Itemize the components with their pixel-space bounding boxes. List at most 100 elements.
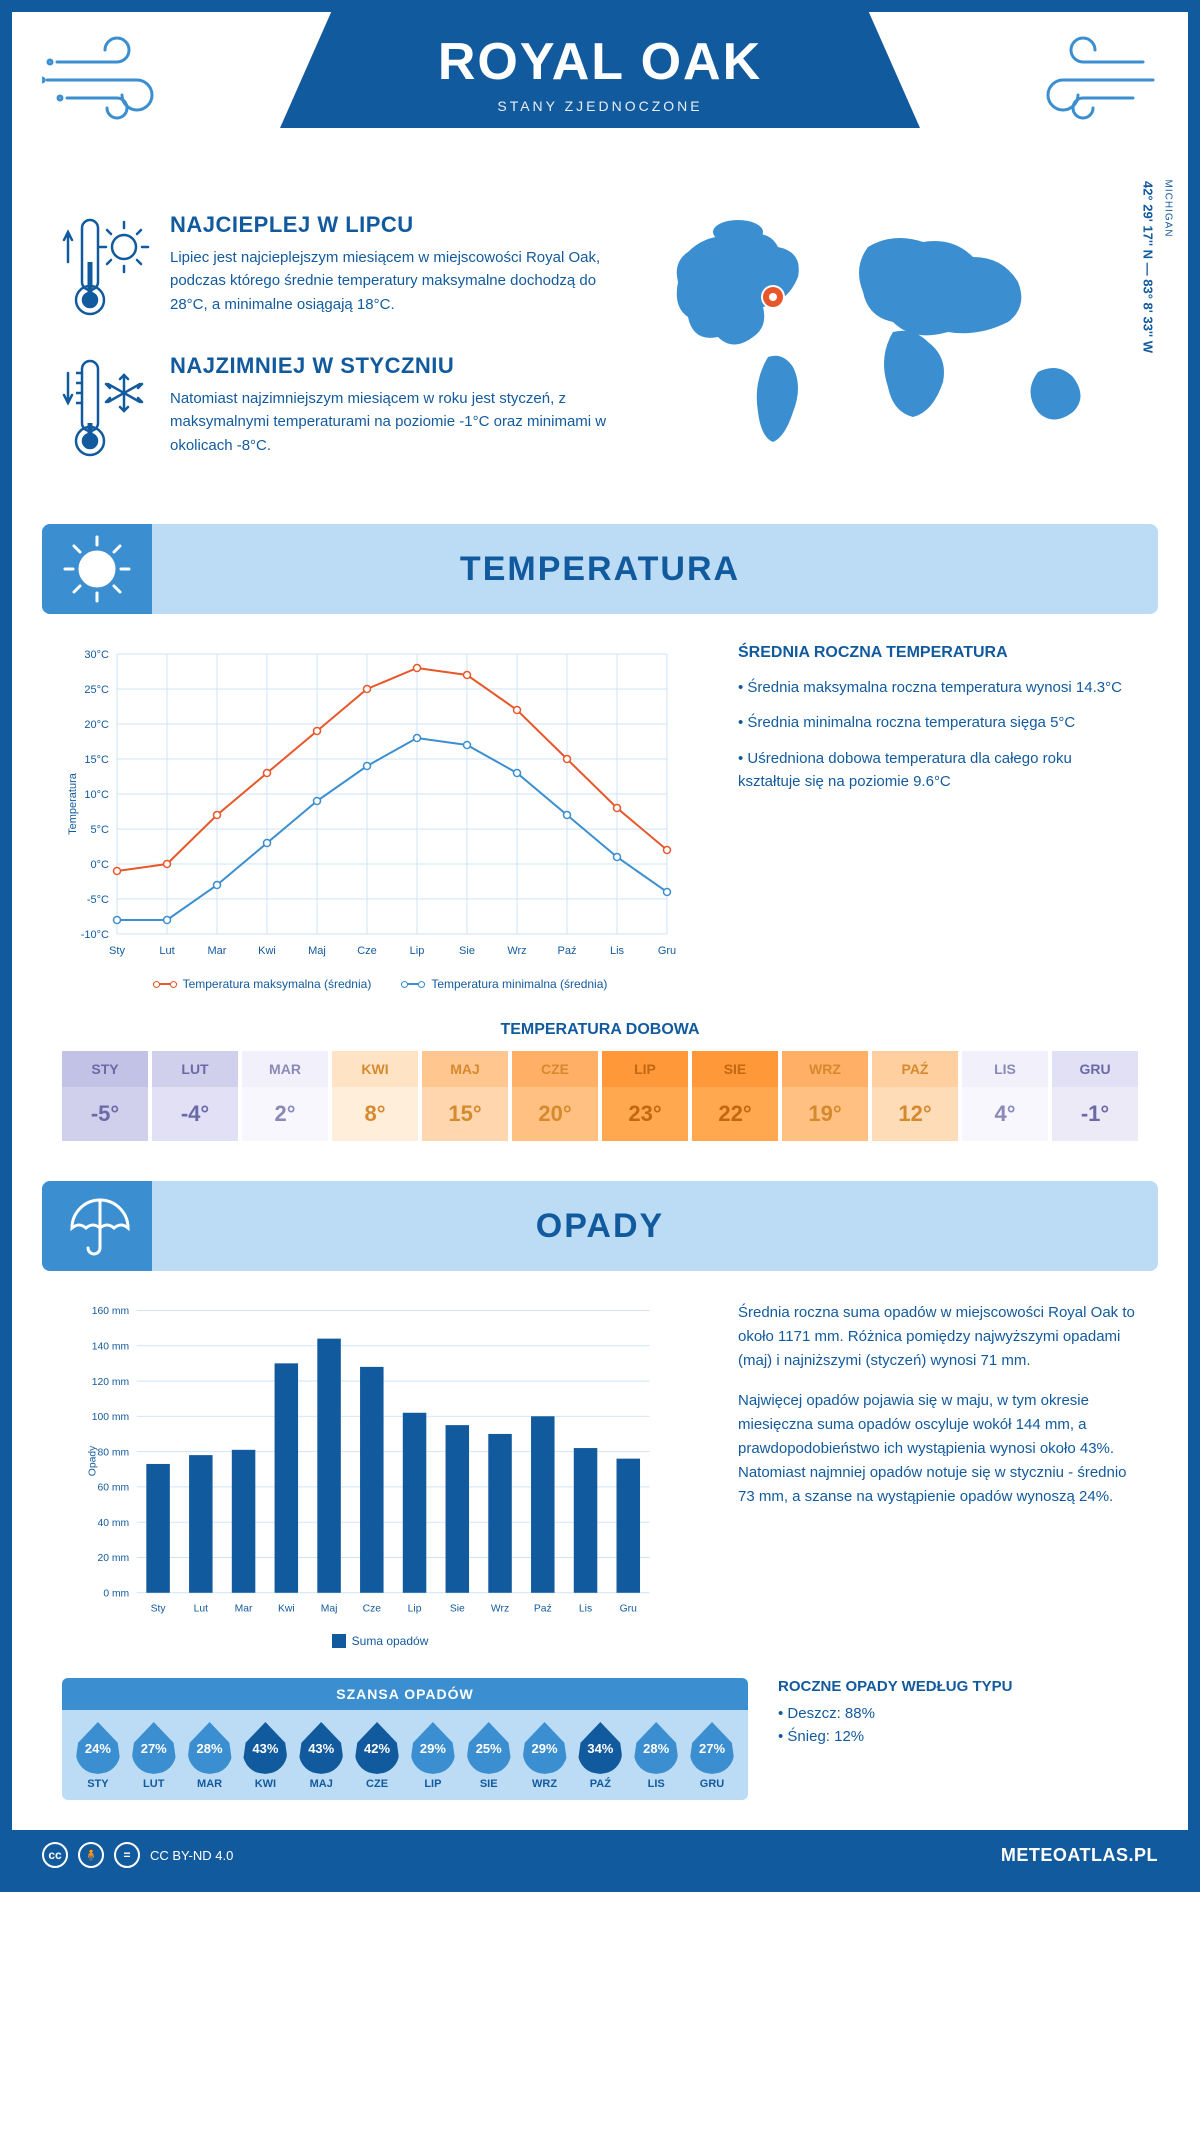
- svg-text:Cze: Cze: [357, 945, 377, 957]
- coldest-fact: NAJZIMNIEJ W STYCZNIU Natomiast najzimni…: [62, 353, 618, 468]
- svg-text:Maj: Maj: [308, 945, 326, 957]
- svg-text:100 mm: 100 mm: [92, 1412, 129, 1423]
- header: ROYAL OAK STANY ZJEDNOCZONE: [12, 12, 1188, 192]
- coordinates: 42° 29' 17'' N — 83° 8' 33'' W: [1141, 181, 1156, 353]
- site-name: METEOATLAS.PL: [1001, 1845, 1158, 1866]
- precipitation-heading: OPADY: [152, 1207, 1048, 1246]
- legend-sum: Suma opadów: [332, 1634, 429, 1648]
- svg-text:Maj: Maj: [321, 1604, 338, 1615]
- footer: cc 🧍 = CC BY-ND 4.0 METEOATLAS.PL: [12, 1830, 1188, 1880]
- page: ROYAL OAK STANY ZJEDNOCZONE: [0, 0, 1200, 1892]
- by-icon: 🧍: [78, 1842, 104, 1868]
- chance-box: SZANSA OPADÓW 24%STY27%LUT28%MAR43%KWI43…: [62, 1678, 748, 1800]
- legend-min: Temperatura minimalna (średnia): [401, 977, 607, 991]
- legend-max: Temperatura maksymalna (średnia): [153, 977, 372, 991]
- precip-type-box: ROCZNE OPADY WEDŁUG TYPU • Deszcz: 88% •…: [778, 1678, 1138, 1751]
- chance-title: SZANSA OPADÓW: [62, 1678, 748, 1710]
- license: cc 🧍 = CC BY-ND 4.0: [42, 1842, 233, 1868]
- country-subtitle: STANY ZJEDNOCZONE: [360, 98, 840, 114]
- daily-col: GRU-1°: [1052, 1051, 1138, 1141]
- svg-text:-10°C: -10°C: [81, 929, 109, 941]
- svg-text:Lip: Lip: [410, 945, 425, 957]
- avg-temp-bullet: • Średnia maksymalna roczna temperatura …: [738, 676, 1138, 699]
- daily-col: LUT-4°: [152, 1051, 238, 1141]
- title-banner: ROYAL OAK STANY ZJEDNOCZONE: [280, 12, 920, 128]
- wind-icon: [1018, 32, 1158, 127]
- svg-text:Lut: Lut: [159, 945, 174, 957]
- daily-col: MAJ15°: [422, 1051, 508, 1141]
- svg-text:5°C: 5°C: [91, 824, 110, 836]
- svg-text:30°C: 30°C: [84, 649, 109, 661]
- state-label: MICHIGAN: [1163, 180, 1174, 238]
- svg-text:Wrz: Wrz: [507, 945, 526, 957]
- chance-item: 34%PAŹ: [572, 1722, 628, 1790]
- svg-text:Paź: Paź: [534, 1604, 552, 1615]
- svg-text:Gru: Gru: [620, 1604, 637, 1615]
- snow-line: • Śnieg: 12%: [778, 1728, 1138, 1745]
- temperature-summary: ŚREDNIA ROCZNA TEMPERATURA • Średnia mak…: [738, 644, 1138, 991]
- precipitation-banner: OPADY: [42, 1181, 1158, 1271]
- precipitation-summary: Średnia roczna suma opadów w miejscowośc…: [738, 1301, 1138, 1648]
- nd-icon: =: [114, 1842, 140, 1868]
- thermometer-cold-icon: [62, 353, 152, 468]
- chance-item: 29%LIP: [405, 1722, 461, 1790]
- intro-section: NAJCIEPLEJ W LIPCU Lipiec jest najcieple…: [12, 192, 1188, 524]
- precipitation-chance-row: SZANSA OPADÓW 24%STY27%LUT28%MAR43%KWI43…: [62, 1678, 1138, 1800]
- svg-text:140 mm: 140 mm: [92, 1341, 129, 1352]
- svg-text:10°C: 10°C: [84, 789, 109, 801]
- wind-icon: [42, 32, 182, 127]
- svg-text:Sty: Sty: [151, 1604, 167, 1615]
- daily-col: STY-5°: [62, 1051, 148, 1141]
- svg-text:80 mm: 80 mm: [98, 1447, 130, 1458]
- precipitation-legend: Suma opadów: [62, 1634, 698, 1648]
- temperature-banner: TEMPERATURA: [42, 524, 1158, 614]
- precipitation-chart: 0 mm20 mm40 mm60 mm80 mm100 mm120 mm140 …: [62, 1301, 698, 1648]
- cc-icon: cc: [42, 1842, 68, 1868]
- svg-text:20 mm: 20 mm: [98, 1553, 130, 1564]
- svg-text:40 mm: 40 mm: [98, 1518, 130, 1529]
- svg-text:Lis: Lis: [579, 1604, 592, 1615]
- coldest-title: NAJZIMNIEJ W STYCZNIU: [170, 353, 618, 379]
- temperature-heading: TEMPERATURA: [152, 550, 1048, 589]
- chance-item: 25%SIE: [461, 1722, 517, 1790]
- fact-body: NAJZIMNIEJ W STYCZNIU Natomiast najzimni…: [170, 353, 618, 468]
- svg-text:160 mm: 160 mm: [92, 1306, 129, 1317]
- temperature-legend: Temperatura maksymalna (średnia) Tempera…: [62, 977, 698, 991]
- avg-temp-bullet: • Uśredniona dobowa temperatura dla całe…: [738, 747, 1138, 794]
- daily-temp-table: STY-5°LUT-4°MAR2°KWI8°MAJ15°CZE20°LIP23°…: [62, 1051, 1138, 1141]
- svg-text:Lis: Lis: [610, 945, 625, 957]
- svg-text:25°C: 25°C: [84, 684, 109, 696]
- svg-text:Kwi: Kwi: [278, 1604, 295, 1615]
- chance-item: 24%STY: [70, 1722, 126, 1790]
- world-map: MICHIGAN 42° 29' 17'' N — 83° 8' 33'' W: [658, 212, 1138, 494]
- avg-temp-title: ŚREDNIA ROCZNA TEMPERATURA: [738, 644, 1138, 662]
- svg-text:Opady: Opady: [87, 1445, 98, 1476]
- svg-text:Mar: Mar: [208, 945, 227, 957]
- daily-col: KWI8°: [332, 1051, 418, 1141]
- svg-text:Sty: Sty: [109, 945, 125, 957]
- svg-text:Mar: Mar: [235, 1604, 253, 1615]
- chance-item: 28%LIS: [628, 1722, 684, 1790]
- chance-item: 28%MAR: [182, 1722, 238, 1790]
- daily-col: CZE20°: [512, 1051, 598, 1141]
- svg-text:20°C: 20°C: [84, 719, 109, 731]
- svg-text:Wrz: Wrz: [491, 1604, 509, 1615]
- precipitation-body: 0 mm20 mm40 mm60 mm80 mm100 mm120 mm140 …: [12, 1271, 1188, 1658]
- svg-text:Sie: Sie: [450, 1604, 465, 1615]
- daily-temp-title: TEMPERATURA DOBOWA: [12, 1021, 1188, 1039]
- precip-para: Najwięcej opadów pojawia się w maju, w t…: [738, 1389, 1138, 1509]
- daily-col: WRZ19°: [782, 1051, 868, 1141]
- chance-item: 43%KWI: [237, 1722, 293, 1790]
- intro-facts: NAJCIEPLEJ W LIPCU Lipiec jest najcieple…: [62, 212, 618, 494]
- sun-icon: [42, 524, 152, 614]
- city-title: ROYAL OAK: [360, 32, 840, 92]
- daily-col: PAŹ12°: [872, 1051, 958, 1141]
- svg-text:0 mm: 0 mm: [103, 1589, 129, 1600]
- svg-text:Sie: Sie: [459, 945, 475, 957]
- svg-text:Gru: Gru: [658, 945, 676, 957]
- rain-line: • Deszcz: 88%: [778, 1705, 1138, 1722]
- chance-item: 29%WRZ: [517, 1722, 573, 1790]
- warmest-text: Lipiec jest najcieplejszym miesiącem w m…: [170, 246, 618, 316]
- license-text: CC BY-ND 4.0: [150, 1848, 233, 1863]
- warmest-fact: NAJCIEPLEJ W LIPCU Lipiec jest najcieple…: [62, 212, 618, 327]
